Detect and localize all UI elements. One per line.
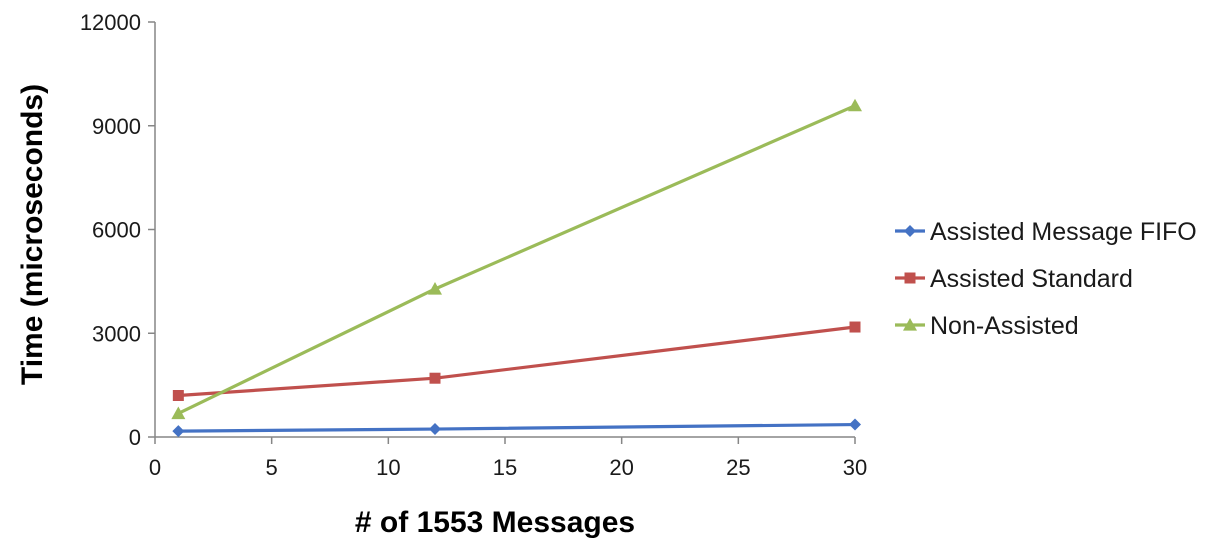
legend-swatch-marker xyxy=(904,225,916,237)
data-point xyxy=(429,372,441,384)
series-non-assisted xyxy=(171,98,862,420)
data-point xyxy=(428,281,442,295)
y-tick-label: 3000 xyxy=(92,321,141,346)
data-point xyxy=(849,321,861,333)
x-tick-labels: 0 5 10 15 20 25 30 xyxy=(149,437,867,480)
x-axis-title: # of 1553 Messages xyxy=(355,506,635,538)
legend-item: Non-Assisted xyxy=(895,312,1079,340)
data-point xyxy=(171,406,186,420)
x-tick-label: 0 xyxy=(149,455,161,480)
data-point xyxy=(172,425,185,438)
y-tick-labels: 0 3000 6000 9000 12000 xyxy=(80,10,155,450)
y-tick-label: 9000 xyxy=(92,114,141,139)
legend-item: Assisted Message FIFO xyxy=(895,218,1197,246)
data-point xyxy=(172,390,184,401)
x-tick-label: 25 xyxy=(726,455,750,480)
y-axis-title: Time (microseconds) xyxy=(16,84,49,385)
series-assisted-standard xyxy=(172,321,861,401)
legend-swatch-marker xyxy=(903,318,917,331)
series-group xyxy=(171,98,862,438)
data-point xyxy=(849,418,861,431)
legend: Assisted Message FIFO Assisted Standard No… xyxy=(895,218,1197,340)
y-tick-label: 6000 xyxy=(92,218,141,243)
legend-label: Non-Assisted xyxy=(930,312,1079,340)
data-point xyxy=(848,98,862,112)
x-tick-label: 10 xyxy=(376,455,400,480)
series-assisted-message-fifo xyxy=(172,418,861,438)
x-tick-label: 5 xyxy=(266,455,278,480)
y-tick-label: 12000 xyxy=(80,10,141,35)
series-line xyxy=(178,325,856,398)
x-tick-label: 15 xyxy=(493,455,517,480)
legend-item: Assisted Standard xyxy=(895,265,1133,293)
legend-swatch-marker xyxy=(904,272,916,284)
legend-label: Assisted Standard xyxy=(930,265,1133,293)
data-point xyxy=(429,423,441,436)
series-line xyxy=(178,422,856,433)
y-tick-label: 0 xyxy=(129,425,141,450)
x-tick-label: 30 xyxy=(843,455,867,480)
x-tick-label: 20 xyxy=(609,455,633,480)
legend-label: Assisted Message FIFO xyxy=(930,218,1197,246)
